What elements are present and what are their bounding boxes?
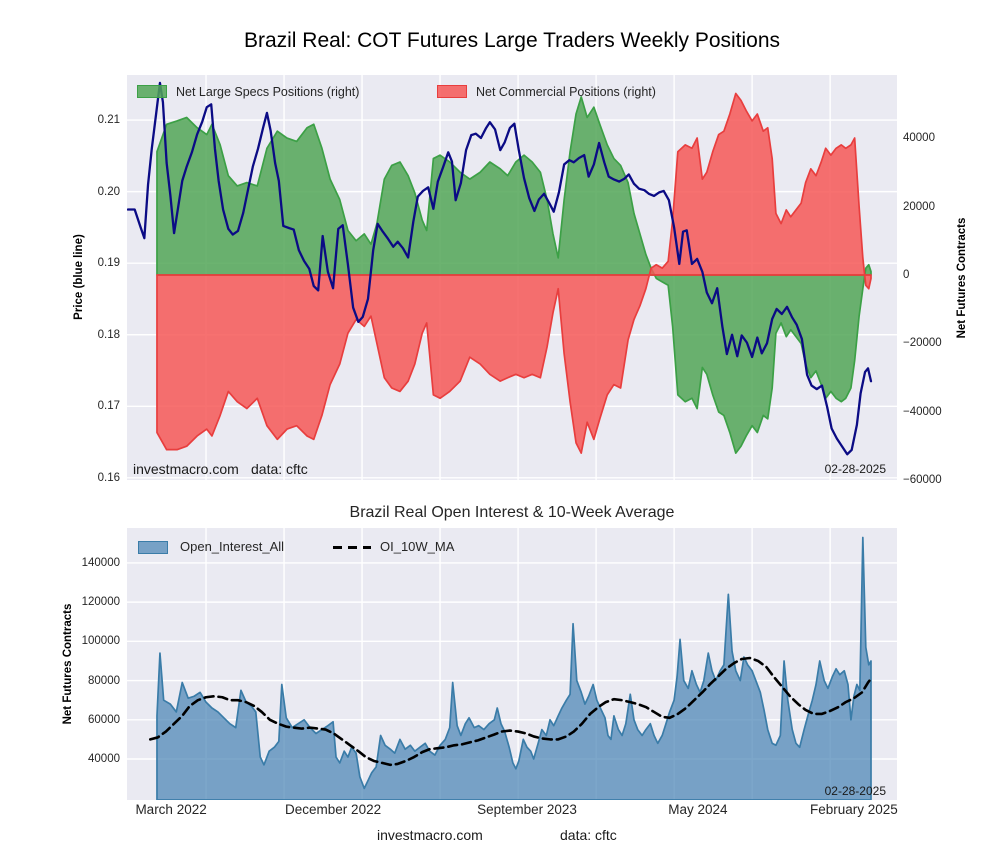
y-left-tick-1-0: 140000 — [81, 556, 120, 569]
y-left-tick-1-4: 60000 — [88, 713, 120, 726]
y-left-tick-0-3: 0.18 — [97, 328, 120, 341]
top-chart-title: Brazil Real: COT Futures Large Traders W… — [243, 29, 781, 52]
y-right-tick-4: −40000 — [903, 405, 942, 418]
net-large-specs-swatch — [137, 85, 167, 98]
open-interest-swatch — [138, 541, 168, 554]
x-tick-2: September 2023 — [477, 802, 577, 817]
oi-ma-dash-swatch — [333, 546, 371, 549]
bottom-chart-title: Brazil Real Open Interest & 10-Week Aver… — [349, 504, 675, 521]
y-left-tick-0-0: 0.21 — [97, 114, 120, 127]
top-source-annotation: investmacro.com — [133, 461, 239, 477]
top-data-source-annotation: data: cftc — [251, 461, 308, 477]
y-left-tick-0-4: 0.17 — [97, 400, 120, 413]
y-right-tick-3: −20000 — [903, 337, 942, 350]
legend-item-net-large-specs — [137, 85, 167, 98]
x-tick-1: December 2022 — [285, 802, 382, 817]
series-line-2 — [127, 81, 873, 456]
y-left-tick-0-2: 0.19 — [97, 257, 120, 270]
top-chart-plot-area — [127, 75, 897, 480]
series-line-1 — [148, 656, 873, 767]
legend-item-open-interest — [138, 541, 168, 554]
x-tick-4: February 2025 — [810, 802, 898, 817]
bottom-last-date-annotation: 02-28-2025 — [824, 784, 886, 798]
y-right-tick-2: 0 — [903, 269, 910, 281]
x-tick-3: May 2024 — [668, 802, 728, 817]
series-fill-0 — [156, 536, 872, 800]
legend-item-net-commercial — [437, 85, 467, 98]
y-left-tick-0-1: 0.20 — [97, 185, 120, 198]
y-left-tick-1-2: 100000 — [81, 635, 120, 648]
y-left-tick-1-5: 40000 — [88, 753, 120, 765]
legend-label-oi-ma: OI_10W_MA — [380, 539, 455, 554]
top-chart-svg — [127, 75, 897, 480]
y-right-tick-5: −60000 — [903, 474, 942, 487]
y-right-tick-0: 40000 — [903, 132, 935, 144]
legend-label-net-large-specs: Net Large Specs Positions (right) — [176, 85, 360, 99]
y-left-tick-0-5: 0.16 — [97, 471, 120, 484]
net-commercial-swatch — [437, 85, 467, 98]
legend-label-open-interest: Open_Interest_All — [180, 539, 285, 554]
legend-item-oi-ma — [333, 546, 371, 549]
footer-source: investmacro.com — [377, 827, 483, 843]
series-fill-1 — [156, 92, 872, 454]
top-last-date-annotation: 02-28-2025 — [824, 462, 886, 476]
bottom-chart-svg — [127, 528, 897, 800]
bottom-left-axis-label: Net Futures Contracts — [62, 603, 74, 725]
x-tick-0: March 2022 — [135, 802, 207, 817]
legend-label-net-commercial: Net Commercial Positions (right) — [476, 85, 656, 99]
y-left-tick-1-3: 80000 — [88, 674, 120, 687]
footer-data-source: data: cftc — [560, 827, 617, 843]
y-right-tick-1: 20000 — [903, 200, 935, 213]
bottom-chart-plot-area — [127, 528, 897, 800]
y-left-tick-1-1: 120000 — [81, 596, 120, 609]
top-left-axis-label: Price (blue line) — [73, 234, 85, 320]
